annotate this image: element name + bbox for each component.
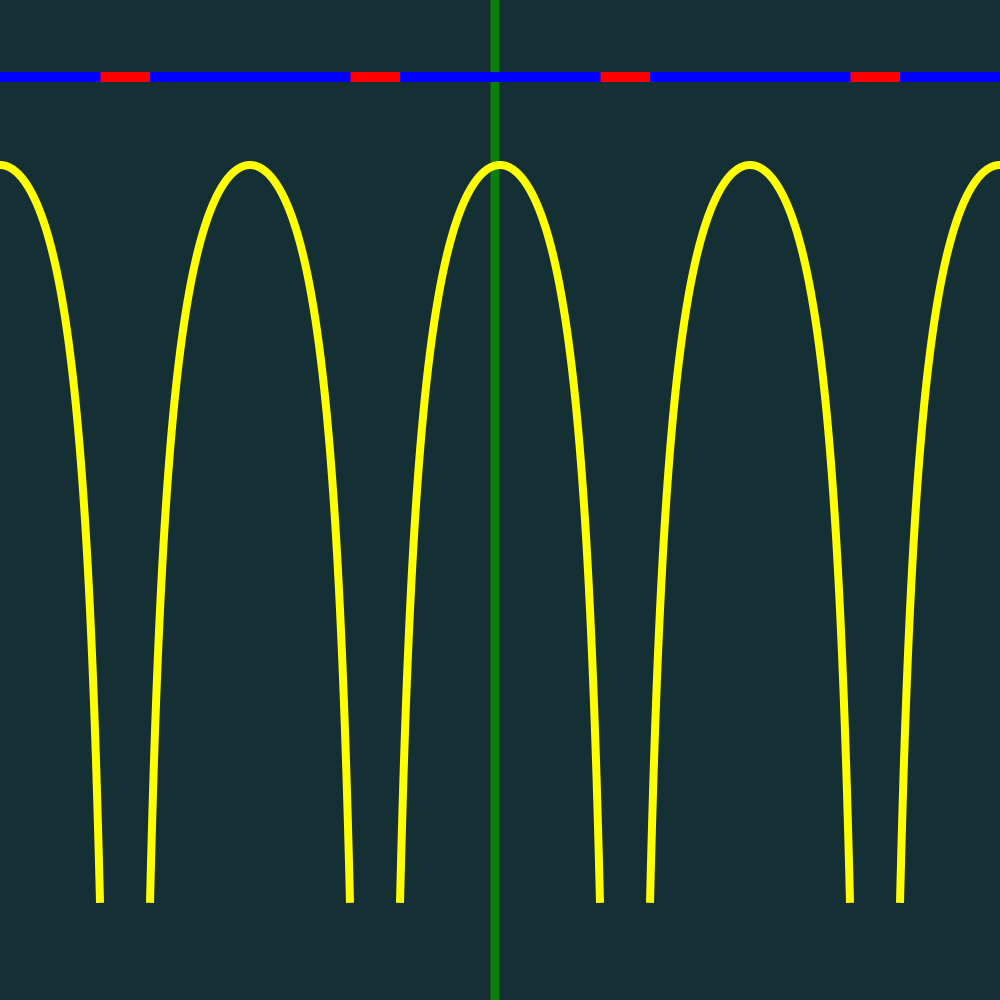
curve	[896, 161, 1000, 903]
band-segment	[350, 72, 400, 82]
curve	[0, 161, 104, 903]
curve-group	[0, 161, 1000, 903]
band-line	[0, 72, 1000, 82]
band-segment	[100, 72, 150, 82]
band-segment	[600, 72, 650, 82]
curve	[646, 161, 854, 903]
band-segment	[850, 72, 900, 82]
clip-band	[0, 72, 1000, 82]
curve	[396, 161, 604, 903]
curve	[146, 161, 354, 903]
